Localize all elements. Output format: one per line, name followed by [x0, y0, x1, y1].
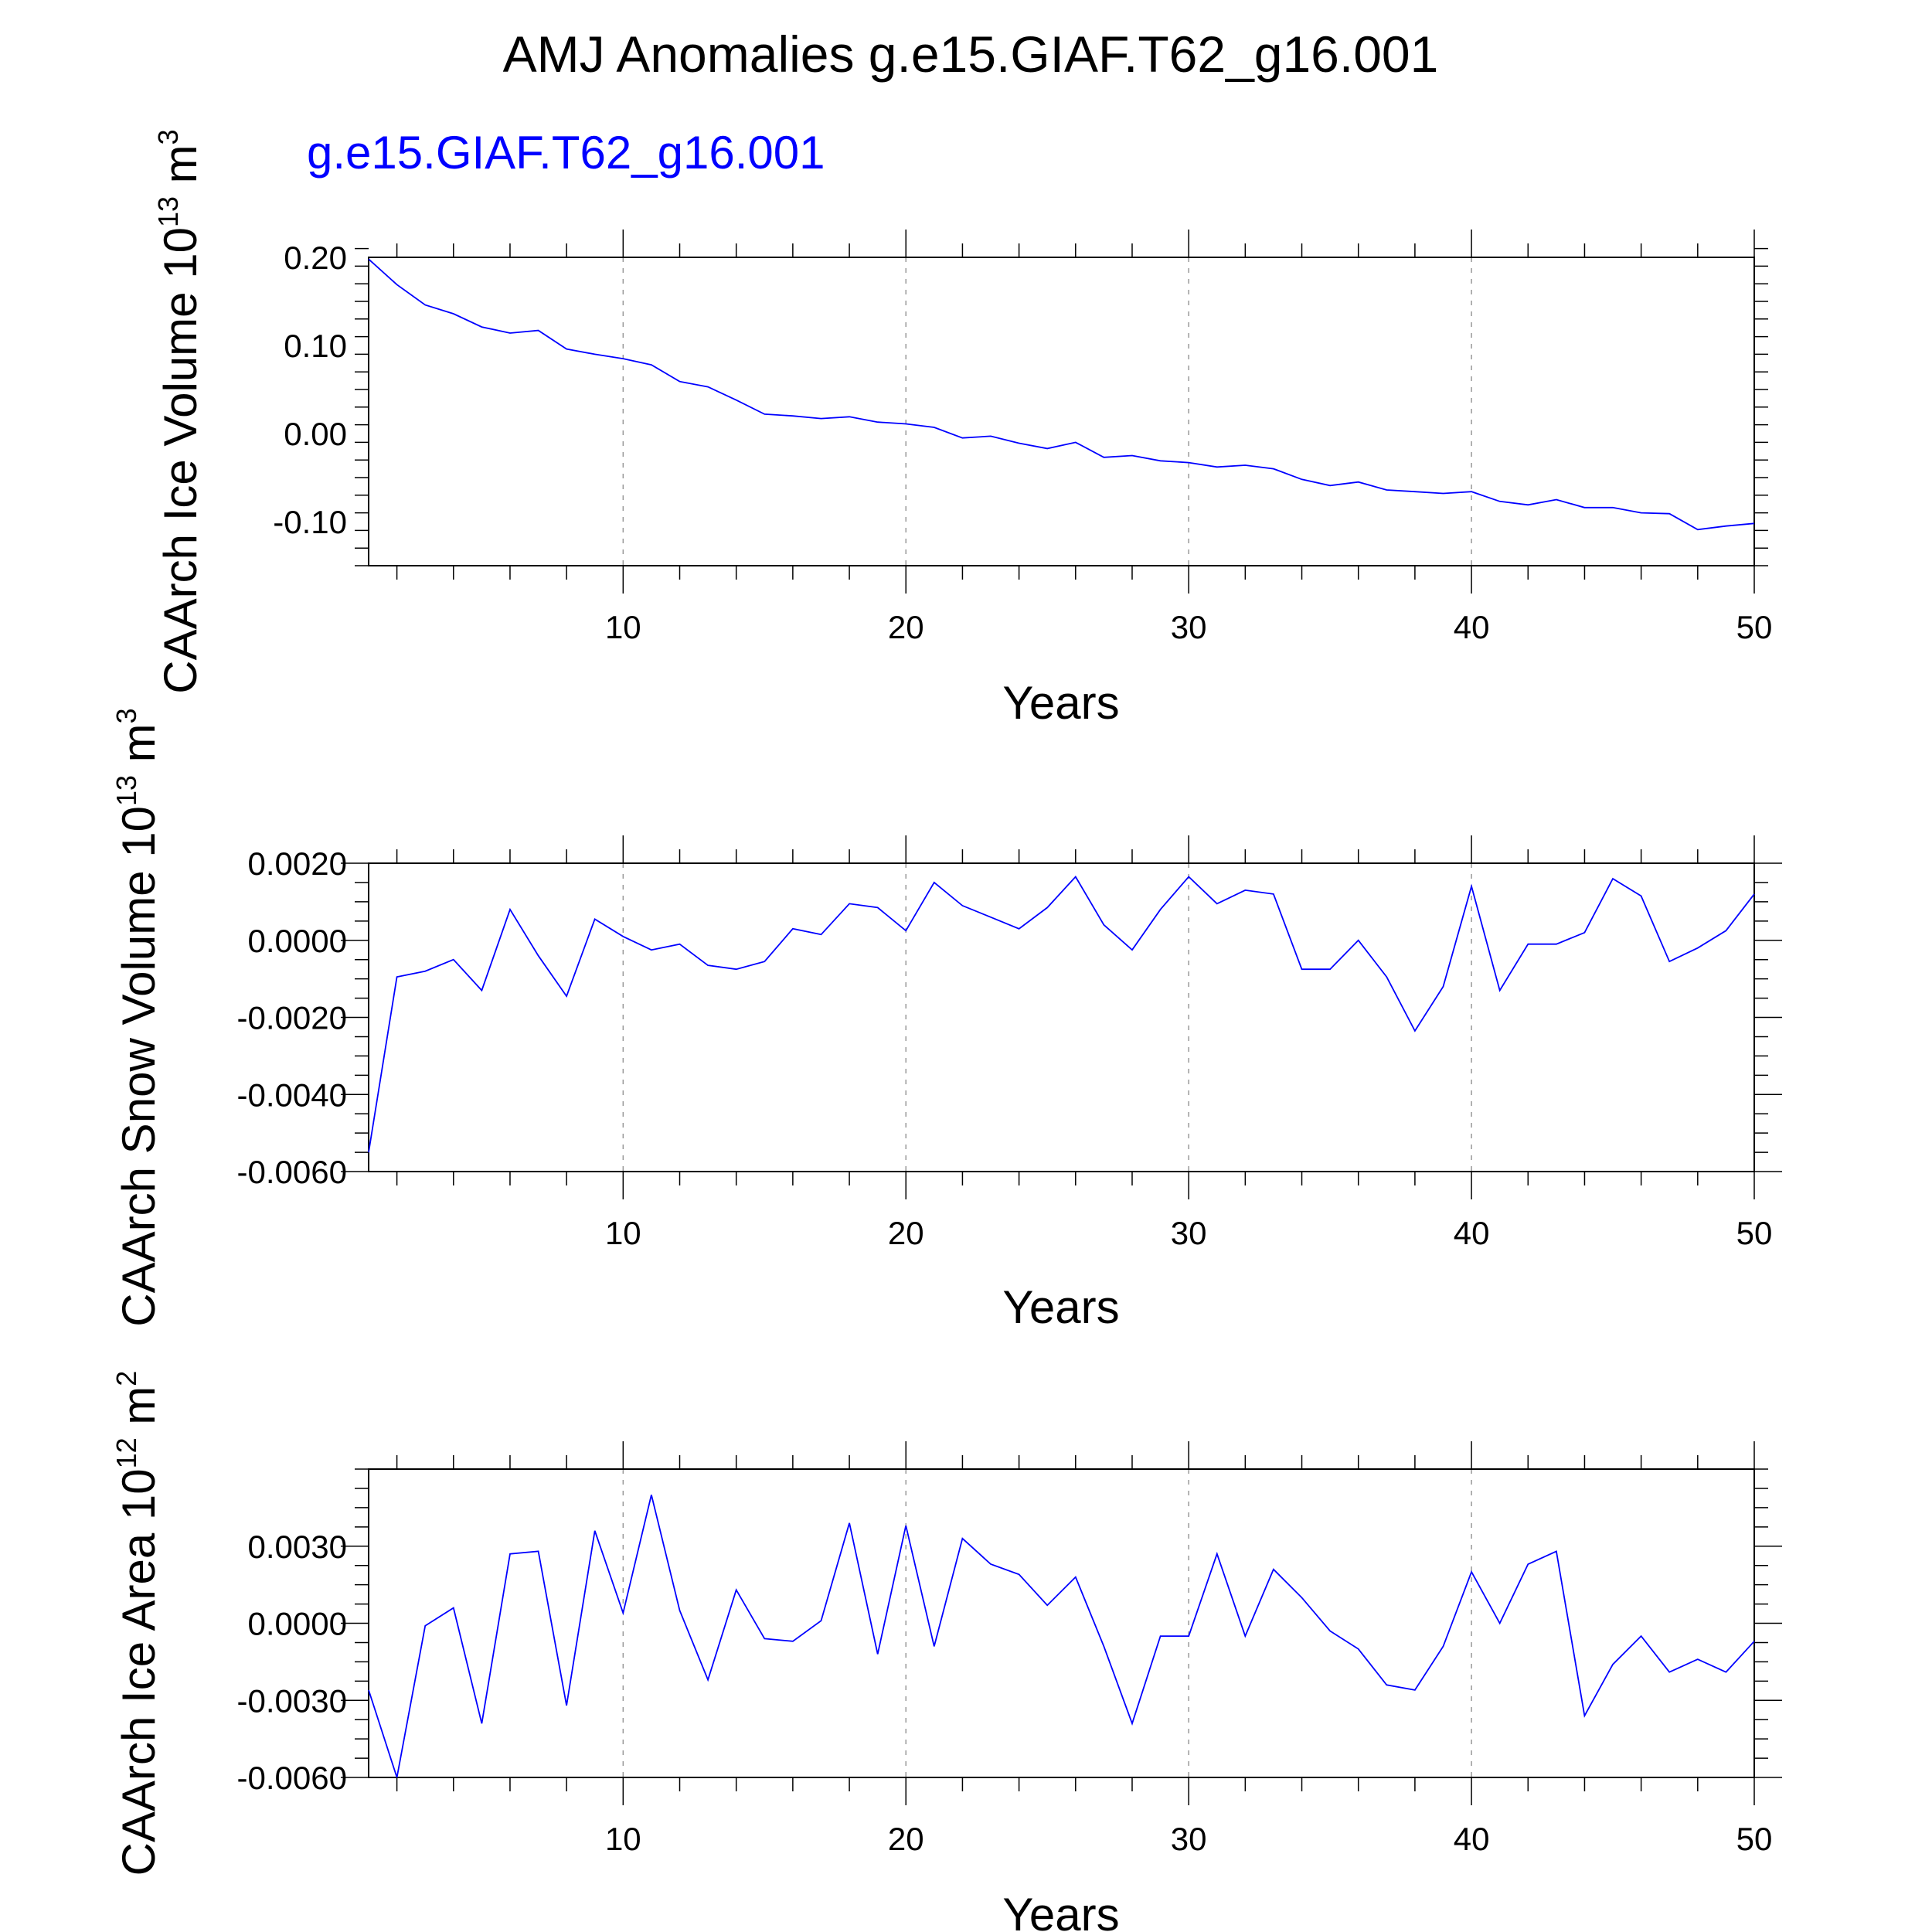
- y-tick-label: -0.0040: [237, 1077, 347, 1113]
- x-tick-label: 50: [1736, 609, 1773, 645]
- y-axis-title-superscript: 2: [111, 1371, 142, 1386]
- x-tick-label: 40: [1454, 1215, 1490, 1251]
- x-tick-label: 20: [888, 609, 924, 645]
- y-axis-title-part: m: [113, 723, 165, 775]
- y-tick-label: -0.0060: [237, 1154, 347, 1190]
- y-tick-label: 0.10: [284, 328, 347, 364]
- y-tick-label: 0.0000: [248, 923, 347, 959]
- panel-ice-area: 0.0030 0.0000 -0.0030 -0.0060 10 20 30 40 50 Year…: [111, 1371, 1782, 1932]
- plot-frame: [368, 1468, 1755, 1778]
- panel-ice-volume: 0.20 0.10 0.00 -0.10 10 20 30 40 50 Years CAArch I…: [152, 129, 1772, 729]
- chart-panels: 0.20 0.10 0.00 -0.10 10 20 30 40 50 Years CAArch I…: [111, 129, 1782, 1932]
- y-axis-title: CAArch Ice Area 1012 m2: [111, 1371, 165, 1876]
- x-axis-title: Years: [1002, 1281, 1119, 1333]
- y-tick-label: 0.0030: [248, 1529, 347, 1565]
- series-line-snow-volume: [368, 875, 1755, 1153]
- y-axis-title-superscript: 13: [152, 196, 184, 227]
- y-axis-title-superscript: 12: [111, 1437, 142, 1468]
- x-tick-label: 20: [888, 1215, 924, 1251]
- y-axis-title-superscript: 3: [152, 129, 184, 145]
- x-tick-label: 40: [1454, 609, 1490, 645]
- x-tick-label: 10: [605, 1821, 641, 1857]
- y-tick-label: 0.0020: [248, 845, 347, 882]
- y-axis-title: CAArch Snow Volume 1013 m3: [111, 708, 165, 1326]
- x-tick-label: 20: [888, 1821, 924, 1857]
- y-axis-title-part: m: [155, 145, 206, 196]
- x-axis-title: Years: [1002, 677, 1119, 729]
- y-axis-title-part: CAArch Snow Volume 10: [113, 806, 165, 1327]
- x-tick-label: 50: [1736, 1821, 1773, 1857]
- plot-frame: [368, 257, 1755, 566]
- x-tick-label: 10: [605, 1215, 641, 1251]
- y-tick-label: -0.0030: [237, 1682, 347, 1719]
- y-tick-label: -0.0020: [237, 1000, 347, 1036]
- y-axis-title-part: CAArch Ice Area 10: [113, 1468, 165, 1876]
- x-tick-label: 30: [1171, 1215, 1207, 1251]
- y-tick-label: -0.0060: [237, 1760, 347, 1796]
- y-axis-title-superscript: 13: [111, 775, 142, 806]
- x-tick-label: 30: [1171, 609, 1207, 645]
- series-line-ice-area: [368, 1495, 1755, 1778]
- x-tick-label: 40: [1454, 1821, 1490, 1857]
- y-axis-title-part: CAArch Ice Volume 10: [155, 227, 206, 694]
- x-tick-label: 50: [1736, 1215, 1773, 1251]
- y-axis-title-part: m: [113, 1386, 165, 1438]
- y-axis-title: CAArch Ice Volume 1013 m3: [152, 129, 206, 693]
- x-tick-label: 10: [605, 609, 641, 645]
- y-tick-label: 0.00: [284, 416, 347, 452]
- x-tick-label: 30: [1171, 1821, 1207, 1857]
- chart-title: AMJ Anomalies g.e15.GIAF.T62_g16.001: [503, 26, 1439, 83]
- y-tick-label: 0.0000: [248, 1606, 347, 1642]
- series-line-ice-volume: [368, 258, 1755, 531]
- legend-label: g.e15.GIAF.T62_g16.001: [307, 127, 825, 179]
- y-tick-label: -0.10: [273, 504, 347, 540]
- x-axis-title: Years: [1002, 1889, 1119, 1932]
- y-axis-title-superscript: 3: [111, 708, 142, 723]
- y-tick-label: 0.20: [284, 240, 347, 276]
- panel-snow-volume: 0.0020 0.0000 -0.0020 -0.0040 -0.0060 10 20 30 4…: [111, 708, 1782, 1333]
- plot-frame: [368, 862, 1755, 1172]
